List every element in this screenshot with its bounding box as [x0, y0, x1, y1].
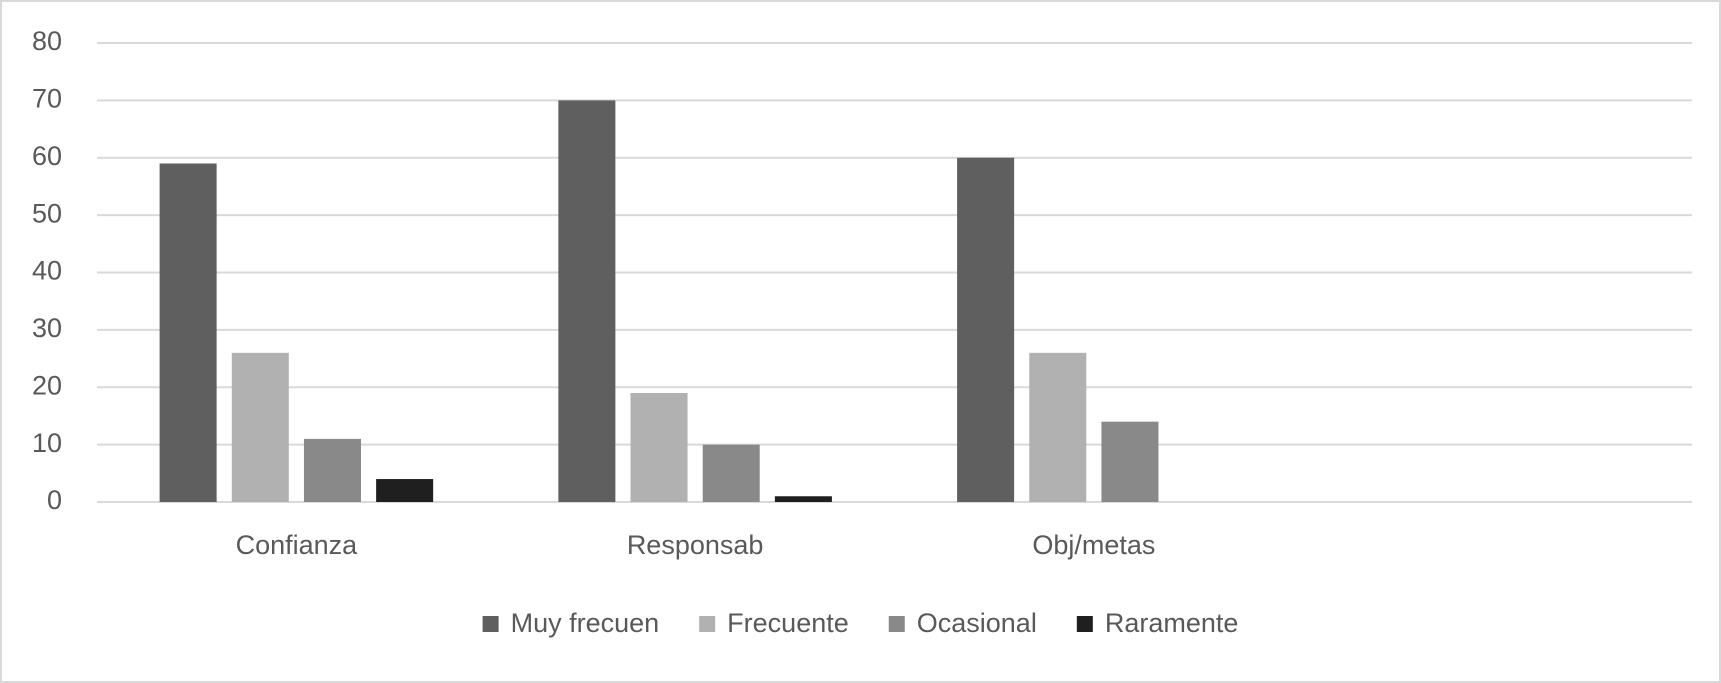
bar: [1101, 421, 1159, 502]
legend-label: Frecuente: [727, 608, 849, 638]
legend-label: Ocasional: [917, 608, 1037, 638]
legend-swatch: [482, 616, 499, 632]
legend-swatch: [888, 616, 905, 632]
x-tick-label: Obj/metas: [1032, 530, 1155, 560]
bar: [376, 479, 434, 502]
bar: [630, 392, 688, 502]
bar: [1029, 352, 1087, 502]
bar: [231, 352, 289, 502]
bar: [702, 444, 760, 502]
y-tick-label: 30: [32, 313, 62, 343]
bar: [558, 100, 616, 502]
y-tick-label: 80: [32, 26, 62, 56]
y-tick-label: 20: [32, 370, 62, 400]
y-tick-label: 40: [32, 256, 62, 286]
x-tick-label: Responsab: [627, 530, 764, 560]
legend-label: Raramente: [1105, 608, 1239, 638]
bar: [303, 438, 361, 502]
y-tick-label: 60: [32, 141, 62, 171]
y-tick-label: 0: [47, 485, 62, 515]
bar: [159, 163, 217, 503]
legend-label: Muy frecuen: [511, 608, 660, 638]
bar: [957, 157, 1015, 502]
y-tick-label: 70: [32, 84, 62, 114]
bar: [774, 496, 832, 502]
y-tick-label: 10: [32, 428, 62, 458]
x-tick-label: Confianza: [236, 530, 359, 560]
legend-swatch: [699, 616, 716, 632]
legend-swatch: [1076, 616, 1093, 632]
y-tick-label: 50: [32, 198, 62, 228]
